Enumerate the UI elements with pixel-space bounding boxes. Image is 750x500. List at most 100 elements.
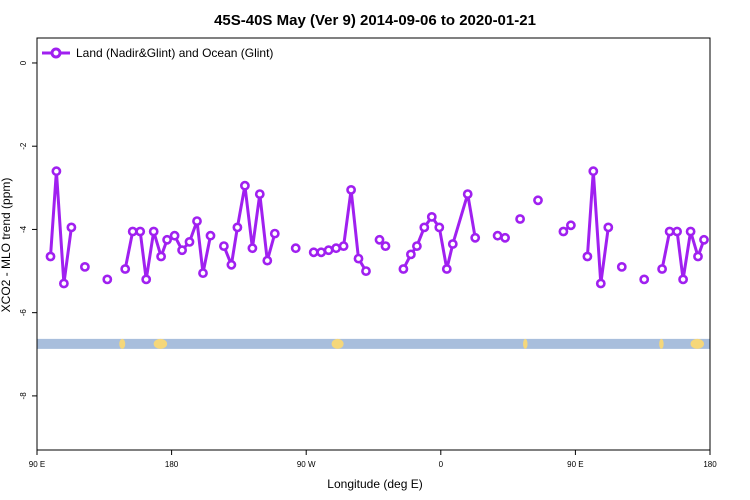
x-tick-label: 90 E xyxy=(29,460,45,469)
data-point xyxy=(162,234,172,245)
data-point xyxy=(558,226,569,237)
data-point xyxy=(515,214,525,224)
data-point xyxy=(411,241,422,251)
data-point xyxy=(156,251,166,262)
land-patch xyxy=(119,338,126,349)
data-point xyxy=(405,249,416,260)
data-point xyxy=(447,239,458,249)
data-point xyxy=(398,264,409,274)
y-tick-label: -4 xyxy=(19,225,28,233)
data-point xyxy=(323,245,334,256)
data-point xyxy=(470,232,481,243)
data-point xyxy=(657,264,667,274)
data-point xyxy=(441,264,452,274)
x-tick-label: 0 xyxy=(439,460,444,469)
data-point xyxy=(492,230,503,241)
x-tick-label: 90 E xyxy=(567,460,583,469)
x-axis-label: Longitude (deg E) xyxy=(327,477,422,491)
data-point xyxy=(588,166,599,177)
data-point xyxy=(434,222,445,233)
data-point xyxy=(672,226,682,237)
data-point xyxy=(198,268,208,278)
y-tick-label: -6 xyxy=(19,309,28,317)
data-point xyxy=(595,278,606,289)
data-point xyxy=(226,259,237,270)
data-point xyxy=(361,266,371,276)
legend: Land (Nadir&Glint) and Ocean (Glint) xyxy=(42,46,273,60)
data-point xyxy=(269,228,280,239)
data-point xyxy=(51,166,62,177)
data-point xyxy=(693,251,703,262)
data-point xyxy=(533,195,543,206)
data-point xyxy=(192,216,202,226)
data-point xyxy=(239,180,250,191)
land-patch xyxy=(331,338,344,349)
y-tick-label: -2 xyxy=(19,142,28,150)
data-point xyxy=(141,274,152,285)
data-point xyxy=(127,226,138,237)
surface-strip xyxy=(37,338,710,349)
data-point xyxy=(290,243,301,254)
data-point xyxy=(205,230,216,241)
data-point xyxy=(380,241,391,251)
data-point xyxy=(331,243,341,254)
data-point xyxy=(102,274,113,285)
data-point xyxy=(346,184,356,195)
data-point xyxy=(66,222,77,233)
data-point xyxy=(462,189,473,199)
x-tick-label: 180 xyxy=(703,460,717,469)
data-point xyxy=(177,245,187,256)
x-tick-label: 90 W xyxy=(297,460,316,469)
data-point xyxy=(678,274,688,285)
data-point xyxy=(664,226,675,237)
data-point xyxy=(699,234,709,245)
data-point xyxy=(582,251,593,262)
data-point xyxy=(254,189,265,199)
data-point xyxy=(500,232,510,243)
data-point xyxy=(374,234,385,245)
data-point xyxy=(566,220,576,231)
data-point xyxy=(639,274,650,285)
land-patch xyxy=(690,338,705,349)
data-point xyxy=(338,241,349,251)
chart-title: 45S-40S May (Ver 9) 2014-09-06 to 2020-0… xyxy=(214,12,536,29)
series-points xyxy=(45,166,709,289)
series-line xyxy=(402,192,477,271)
data-point xyxy=(426,211,437,222)
data-point xyxy=(218,241,229,251)
data-point xyxy=(603,222,614,233)
data-point xyxy=(247,243,258,254)
series-line xyxy=(49,169,73,285)
data-point xyxy=(120,264,131,274)
data-point xyxy=(685,226,696,237)
series-line xyxy=(222,184,277,267)
data-point xyxy=(232,222,243,233)
x-axis-ticks: 90 E 180 90 W 0 90 E 180 xyxy=(29,450,717,469)
data-point xyxy=(353,253,364,264)
y-axis-label: XCO2 - MLO trend (ppm) xyxy=(0,178,13,313)
y-tick-label: -8 xyxy=(19,392,28,400)
y-tick-label: 0 xyxy=(19,60,28,65)
data-point xyxy=(308,247,319,258)
x-tick-label: 180 xyxy=(165,460,179,469)
y-axis-ticks: 0 -2 -4 -6 -8 xyxy=(19,60,37,399)
ocean-band xyxy=(37,338,710,349)
legend-label: Land (Nadir&Glint) and Ocean (Glint) xyxy=(76,46,273,60)
series-line xyxy=(585,169,610,285)
plot-frame xyxy=(36,37,711,451)
data-point xyxy=(184,236,195,247)
land-patch xyxy=(659,338,664,349)
legend-marker xyxy=(50,47,62,59)
data-point xyxy=(262,255,273,266)
data-point xyxy=(135,226,146,237)
data-point xyxy=(80,261,90,272)
land-patch xyxy=(523,338,528,349)
data-point xyxy=(45,251,56,262)
data-point xyxy=(59,278,69,289)
data-point xyxy=(169,230,180,241)
data-point xyxy=(419,222,430,233)
data-point xyxy=(148,226,159,237)
data-point xyxy=(616,261,627,272)
land-patch xyxy=(153,338,168,349)
